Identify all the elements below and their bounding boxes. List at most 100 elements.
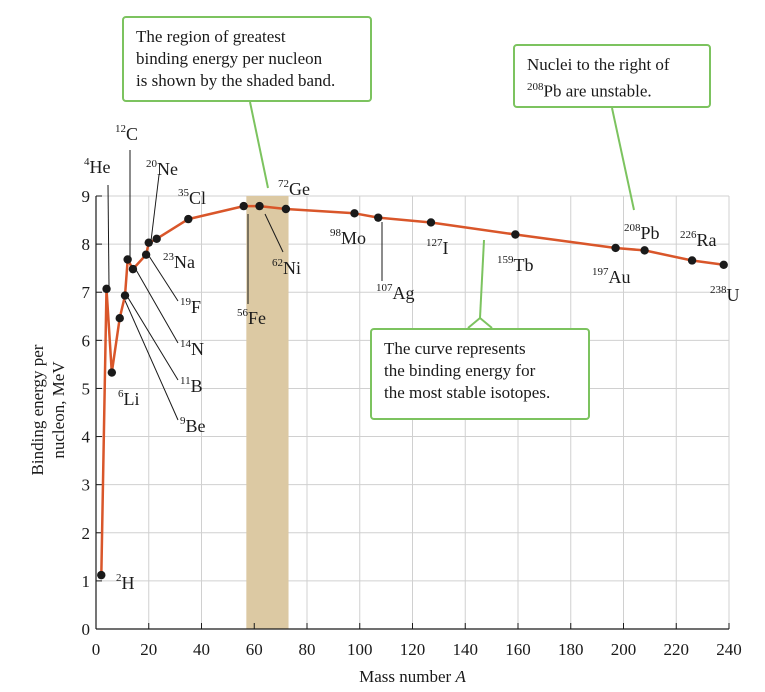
nuclide-label-98Mo: 98Mo (330, 227, 366, 248)
nuclide-label-2H: 2H (116, 572, 135, 593)
x-tick-label-180: 180 (558, 640, 584, 659)
data-point-2H (97, 570, 106, 580)
nuclide-label-107Ag: 107Ag (376, 282, 415, 303)
data-point-11B (120, 291, 130, 300)
callout-pointer-unstable (611, 107, 635, 211)
axes: 0 20 40 60 80 100 120 140 160 180 200 220 2400123456… (28, 187, 742, 686)
callout-shaded-band-line-2: binding energy per nucleon (136, 49, 323, 68)
x-tick-label-220: 220 (664, 640, 690, 659)
callout-pointer-curve-notch (467, 316, 493, 329)
data-point-19F (141, 250, 151, 259)
callout-unstable-line-2: 208Pb are unstable. (527, 81, 652, 101)
callout-shaded-band: The region of greatest binding energy pe… (122, 16, 372, 102)
data-point-72Ge (281, 204, 291, 214)
y-tick-label-2: 2 (82, 524, 91, 543)
x-tick-label-160: 160 (505, 640, 531, 659)
nuclide-label-197Au: 197Au (592, 266, 631, 287)
nuclide-label-159Tb: 159Tb (497, 254, 534, 275)
x-tick-label-140: 140 (453, 640, 479, 659)
curve-layer (100, 204, 724, 577)
data-point-238U (719, 260, 728, 269)
nuclide-label-226Ra: 226Ra (680, 229, 717, 250)
callout-curve-line-3: the most stable isotopes. (384, 383, 551, 402)
y-tick-label-6: 6 (82, 331, 91, 350)
point-labels-layer: 2H 4He 6Li 9Be 11B 12C 14N 19F 20Ne 23Na 35Cl 56Fe 6… (84, 123, 740, 593)
data-point-4He (102, 284, 111, 294)
data-point-159Tb (511, 230, 520, 239)
callout-curve-line-1: The curve represents (384, 339, 526, 358)
y-tick-label-8: 8 (82, 235, 91, 254)
callout-unstable-nuclei: Nuclei to the right of 208Pb are unstabl… (513, 44, 711, 108)
data-point-23Na (152, 234, 161, 244)
data-point-197Au (611, 243, 620, 253)
leader-line-20Ne (150, 174, 160, 242)
leader-line-62Ni (264, 213, 284, 253)
data-point-107Ag (374, 213, 383, 222)
shaded-band-layer (246, 196, 289, 629)
data-point-12C (123, 255, 132, 264)
leader-line-4He (107, 184, 110, 287)
data-point-127I (426, 218, 436, 227)
shaded-band (246, 196, 289, 629)
leader-line-9Be (122, 295, 179, 421)
leader-line-14N (134, 267, 179, 344)
nuclide-label-12C: 12C (115, 123, 138, 144)
x-tick-label-60: 60 (246, 640, 263, 659)
data-point-62Ni (255, 201, 264, 211)
nuclide-label-9Be: 9Be (180, 415, 206, 436)
y-axis-label-line-1: Binding energy per (28, 344, 47, 475)
data-point-56Fe (239, 201, 248, 211)
leader-line-19F (148, 255, 179, 302)
binding-energy-curve (100, 204, 724, 577)
nuclide-label-20Ne: 20Ne (146, 158, 178, 179)
nuclide-label-238U: 238U (710, 284, 740, 305)
nuclide-label-23Na: 23Na (163, 251, 195, 272)
x-tick-label-100: 100 (347, 640, 373, 659)
callout-pointers (249, 101, 635, 329)
data-point-98Mo (350, 209, 359, 218)
y-tick-label-1: 1 (82, 572, 91, 591)
y-tick-label-3: 3 (82, 476, 91, 495)
nuclide-label-35Cl: 35Cl (178, 187, 206, 208)
leader-lines (107, 150, 383, 421)
callout-shaded-band-line-1: The region of greatest (136, 27, 286, 46)
callout-shaded-band-line-3: is shown by the shaded band. (136, 71, 336, 90)
leader-line-11B (126, 295, 179, 381)
data-point-35Cl (184, 214, 193, 224)
y-tick-label-4: 4 (82, 428, 91, 447)
x-tick-label-120: 120 (400, 640, 426, 659)
nuclide-label-72Ge: 72Ge (278, 178, 310, 199)
y-axis-label-line-2: nucleon, MeV (49, 361, 68, 459)
y-tick-label-5: 5 (82, 379, 91, 398)
nuclide-label-56Fe: 56Fe (237, 307, 266, 328)
callout-pointer-curve (479, 239, 485, 319)
data-point-14N (128, 264, 138, 274)
nuclide-label-208Pb: 208Pb (624, 222, 660, 243)
x-tick-label-40: 40 (193, 640, 210, 659)
x-tick-label-0: 0 (92, 640, 101, 659)
callout-pointer-shaded-band (249, 101, 269, 189)
x-tick-label-20: 20 (140, 640, 157, 659)
nuclide-label-6Li: 6Li (118, 388, 140, 409)
data-point-6Li (107, 368, 117, 377)
x-tick-label-80: 80 (299, 640, 316, 659)
x-tick-label-200: 200 (611, 640, 637, 659)
nuclide-label-4He: 4He (84, 156, 111, 177)
nuclide-label-14N: 14N (180, 338, 204, 359)
data-point-226Ra (687, 256, 697, 265)
data-point-20Ne (144, 238, 153, 247)
nuclide-label-11B: 11B (180, 375, 203, 396)
callout-unstable-line-1: Nuclei to the right of (527, 55, 670, 74)
data-point-208Pb (640, 246, 649, 255)
data-point-9Be (115, 314, 124, 323)
nuclide-label-19F: 19F (180, 296, 201, 317)
callout-curve-line-2: the binding energy for (384, 361, 536, 380)
y-tick-label-7: 7 (82, 283, 91, 302)
y-tick-label-9: 9 (82, 187, 91, 206)
x-tick-label-240: 240 (716, 640, 742, 659)
points-layer (97, 201, 728, 580)
x-axis-label: Mass number A (359, 667, 466, 686)
nuclide-label-127I: 127I (426, 237, 449, 258)
nuclide-label-62Ni: 62Ni (272, 257, 301, 278)
